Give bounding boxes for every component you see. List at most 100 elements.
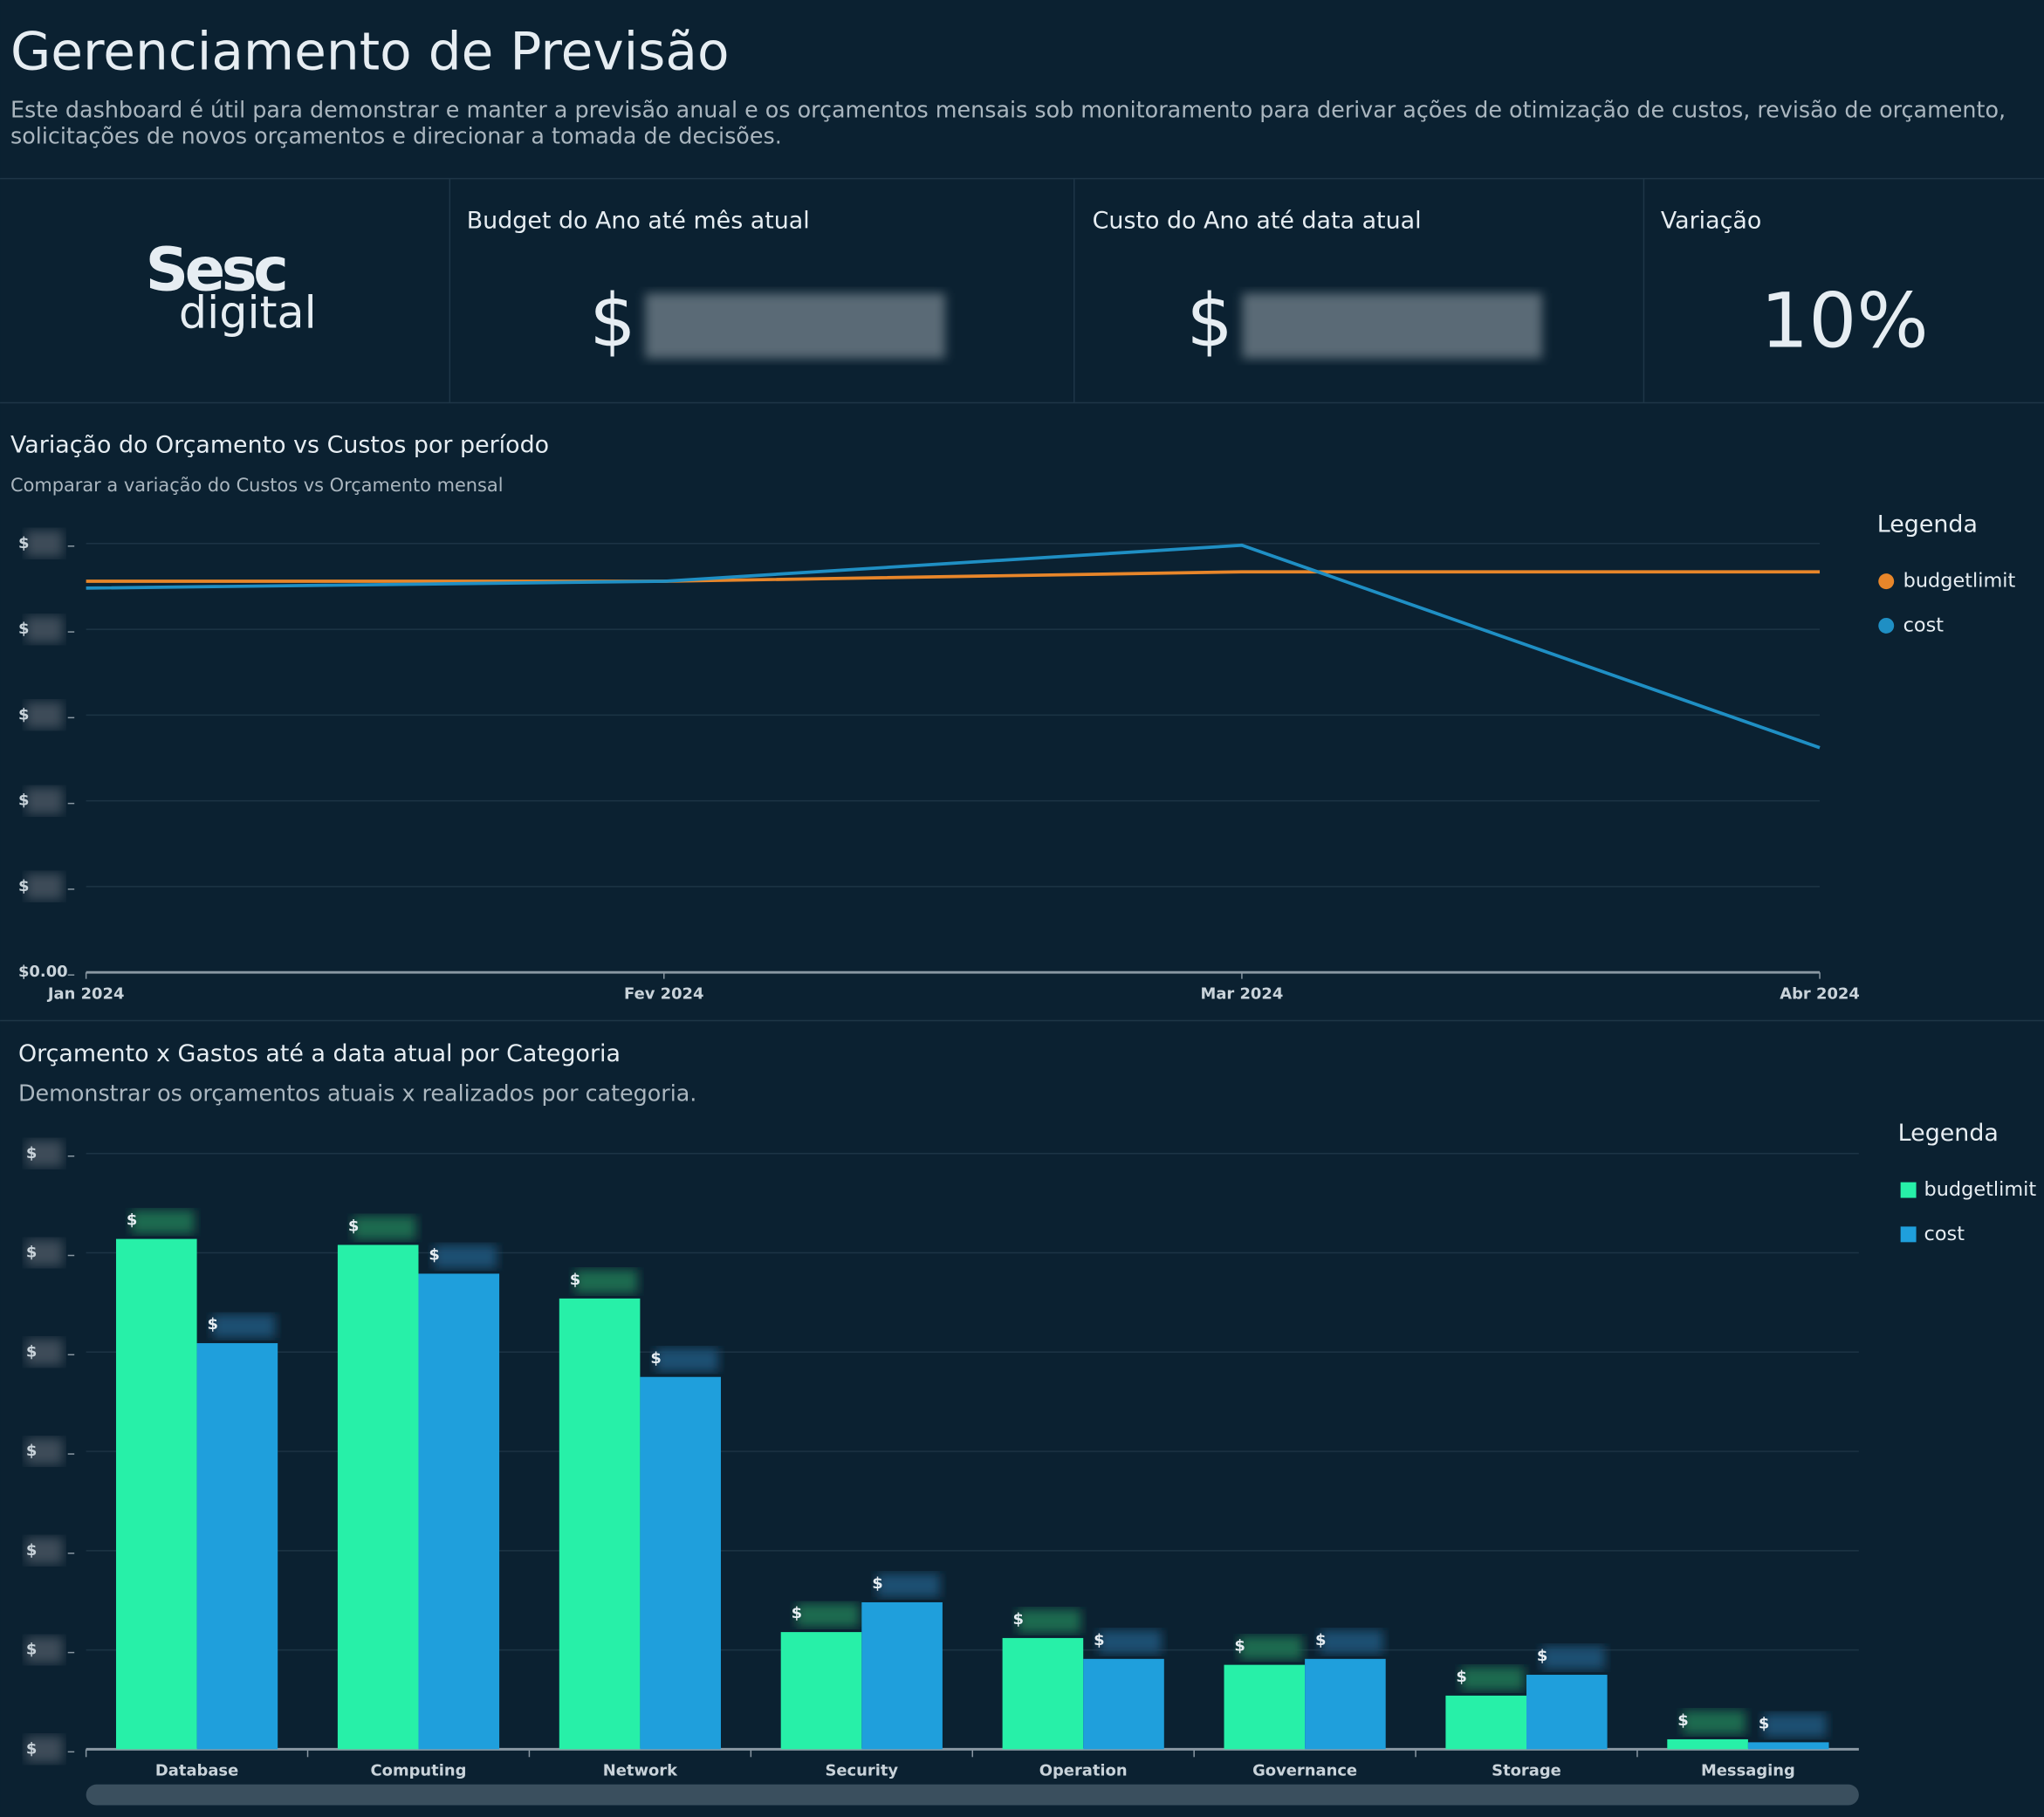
description-box: Este dashboard é útil para demonstrar e … (10, 98, 2006, 150)
data-label: $ (650, 1349, 661, 1368)
bar (861, 1601, 943, 1750)
description: Este dashboard é útil para demonstrar e … (10, 98, 2006, 150)
bar (196, 1343, 278, 1750)
kpi-value: 10% (1760, 278, 1929, 365)
kpi-title: Custo do Ano até data atual (1093, 207, 1422, 234)
label-blur (1320, 1629, 1383, 1654)
label-blur (1239, 1635, 1303, 1660)
bar (115, 1238, 197, 1750)
tick-blur (25, 1537, 63, 1564)
label-blur (353, 1216, 416, 1240)
legend-label: budgetlimit (1924, 1178, 2037, 1201)
legend-label: cost (1903, 614, 1945, 636)
x-tick-label: Fev 2024 (624, 985, 703, 1004)
line-chart: Variação do Orçamento vs Custos por perí… (10, 431, 2015, 1003)
label-blur (1683, 1711, 1746, 1734)
chart-subtitle: Demonstrar os orçamentos atuais x realiz… (18, 1080, 696, 1107)
bar (1224, 1664, 1306, 1750)
kpi-value: $ (1186, 278, 1232, 363)
y-tick-label: $ (18, 620, 29, 638)
data-label: $ (1013, 1610, 1024, 1628)
tick-blur (25, 1438, 63, 1464)
y-tick-label: $0.00 (18, 963, 68, 981)
data-label: $ (1234, 1637, 1245, 1656)
chart-title: Orçamento x Gastos até a data atual por … (18, 1040, 621, 1067)
blur (645, 293, 945, 359)
label-blur (131, 1210, 195, 1234)
data-label: $ (1315, 1631, 1326, 1649)
logo-bottom: digital (179, 286, 317, 338)
data-label: $ (1456, 1668, 1466, 1686)
y-tick-label: $ (26, 1244, 37, 1262)
label-blur (796, 1603, 860, 1628)
y-tick-label: $ (26, 1342, 37, 1361)
chart-subtitle: Comparar a variação do Custos vs Orçamen… (10, 475, 504, 496)
data-label: $ (208, 1315, 218, 1334)
y-tick-label: $ (26, 1739, 37, 1758)
label-blur (1018, 1609, 1081, 1633)
bar (1305, 1658, 1386, 1750)
x-tick-label: Governance (1252, 1762, 1357, 1780)
legend-title: Legenda (1898, 1120, 1999, 1147)
y-tick-label: $ (26, 1541, 37, 1560)
x-tick-label: Network (603, 1762, 678, 1780)
x-tick-label: Storage (1492, 1762, 1561, 1780)
y-tick-label: $ (18, 792, 29, 810)
legend-label: cost (1924, 1223, 1965, 1245)
legend-marker (1878, 573, 1895, 590)
chart-title: Variação do Orçamento vs Custos por perí… (10, 431, 549, 458)
bar (559, 1298, 641, 1750)
x-tick-label: Jan 2024 (47, 985, 125, 1004)
bar (1526, 1675, 1608, 1750)
bar (640, 1376, 721, 1750)
tick-blur (25, 1140, 63, 1167)
label-blur (655, 1347, 719, 1372)
data-label: $ (1537, 1647, 1547, 1665)
tick-blur (25, 873, 63, 900)
data-label: $ (1677, 1711, 1688, 1730)
x-tick-label: Security (825, 1762, 898, 1780)
bar (1445, 1695, 1527, 1750)
blur (1242, 293, 1542, 359)
tick-blur (25, 1339, 63, 1366)
x-tick-label: Mar 2024 (1201, 985, 1284, 1004)
data-label: $ (570, 1271, 580, 1289)
bar-chart: Orçamento x Gastos até a data atual por … (18, 1040, 2036, 1806)
data-label: $ (1759, 1714, 1769, 1732)
series-line (86, 570, 1821, 583)
legend-marker (1900, 1226, 1917, 1243)
kpi-value: $ (589, 278, 635, 363)
scrollbar (86, 1784, 1859, 1806)
label-blur (1541, 1646, 1605, 1670)
x-tick-label: Database (155, 1762, 238, 1780)
data-label: $ (127, 1211, 137, 1230)
bar (1747, 1742, 1829, 1750)
data-label: $ (872, 1574, 882, 1593)
tick-blur (25, 1636, 63, 1663)
data-label: $ (429, 1246, 439, 1265)
y-tick-label: $ (26, 1144, 37, 1162)
bar (337, 1244, 419, 1750)
tick-blur (25, 1239, 63, 1266)
x-tick-label: Operation (1039, 1762, 1128, 1780)
legend-marker (1878, 617, 1895, 634)
bar (1083, 1658, 1164, 1750)
y-tick-label: $ (18, 534, 29, 552)
legend-title: Legenda (1877, 511, 1978, 538)
logo-top: Sesc (146, 236, 285, 305)
bar (418, 1273, 500, 1750)
y-tick-label: $ (18, 705, 29, 723)
label-blur (212, 1314, 276, 1339)
label-blur (1099, 1629, 1162, 1654)
bar (1667, 1738, 1748, 1750)
bar (780, 1632, 862, 1750)
kpi-title: Variação (1661, 207, 1761, 234)
tick-blur (25, 1736, 63, 1763)
x-tick-label: Abr 2024 (1780, 985, 1860, 1004)
tick-blur (25, 616, 63, 643)
title: Gerenciamento de Previsão (10, 22, 730, 82)
data-label: $ (792, 1604, 802, 1622)
label-blur (434, 1244, 497, 1269)
